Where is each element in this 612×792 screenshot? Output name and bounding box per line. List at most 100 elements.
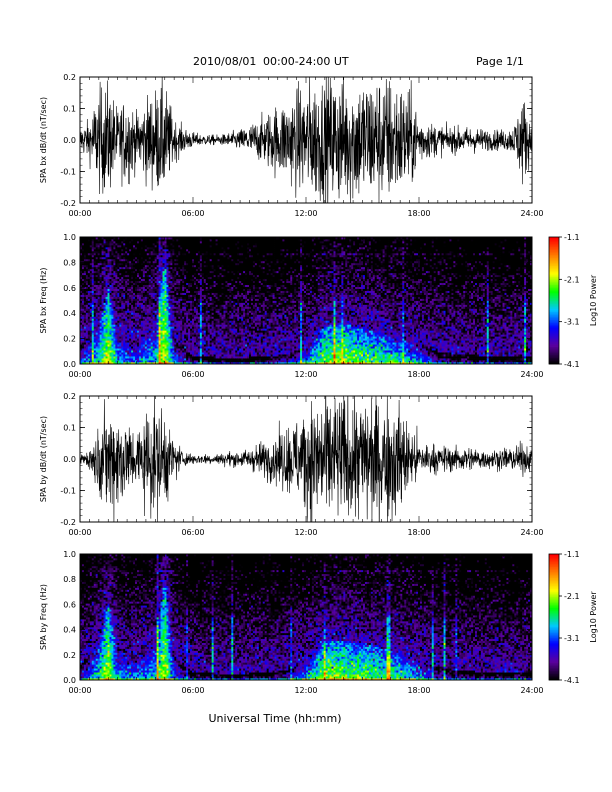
spectrogram-cell (97, 296, 101, 299)
spectrogram-cell (125, 306, 128, 309)
spectrogram-cell (105, 242, 108, 246)
spectrogram-cell (85, 282, 89, 286)
spectrogram-cell (125, 260, 128, 264)
spectrogram-cell (111, 360, 114, 363)
spectrogram-cell (140, 328, 144, 331)
spectrogram-cell (150, 316, 154, 319)
spectrogram-cell (83, 256, 87, 260)
spectrogram-cell (158, 266, 161, 270)
spectrogram-cell (121, 350, 124, 353)
spectrogram-cell (154, 300, 158, 303)
spectrogram-cell (140, 244, 144, 248)
spectrogram-cell (125, 354, 128, 357)
spectrogram-cell (142, 258, 146, 262)
spectrogram-cell (127, 352, 130, 355)
spectrogram-cell (144, 256, 148, 260)
spectrogram-cell (131, 300, 134, 303)
spectrogram-cell (129, 326, 132, 329)
spectrogram-cell (101, 318, 104, 321)
spectrogram-cell (80, 264, 83, 268)
spectrogram-cell (164, 330, 167, 333)
spectrogram-cell (127, 284, 130, 288)
spectrogram-cell (144, 290, 148, 293)
spectrogram-cell (138, 254, 142, 258)
spectrogram-cell (80, 348, 83, 351)
spectrogram-cell (136, 292, 140, 295)
spectrogram-cell (103, 302, 106, 305)
spectrogram-cell (121, 280, 124, 284)
spectrogram-cell (129, 276, 132, 280)
spectrogram-cell (127, 346, 130, 349)
spectrogram-cell (121, 272, 124, 276)
spectrogram-cell (99, 266, 103, 270)
spectrogram-cell (152, 306, 156, 309)
spectrogram-cell (131, 356, 134, 359)
spectrogram-cell (135, 278, 138, 282)
spectrogram-cell (142, 322, 146, 325)
spectrogram-cell (131, 322, 134, 325)
spectrogram-cell (101, 248, 104, 252)
spectrogram-cell (138, 286, 142, 289)
spectrogram-cell (121, 346, 124, 349)
spectrogram-cell (93, 320, 97, 323)
spectrogram-cell (160, 316, 163, 319)
spectrogram-cell (131, 350, 134, 353)
spectrogram-cell (133, 302, 136, 305)
spectrogram-cell (101, 302, 104, 305)
spectrogram-cell (152, 312, 156, 315)
spectrogram-cell (97, 350, 101, 353)
spectrogram-cell (156, 246, 160, 250)
spectrogram-cell (131, 346, 134, 349)
spectrogram-cell (83, 312, 87, 315)
spectrogram-cell (95, 300, 99, 303)
spectrogram-cell (121, 360, 124, 363)
spectrogram-cell (105, 324, 108, 327)
spectrogram-cell (91, 268, 95, 272)
spectrogram-cell (121, 278, 124, 282)
spectrogram-cell (113, 332, 116, 335)
spectrogram-cell (125, 238, 128, 242)
spectrogram-cell (103, 326, 106, 329)
spectrogram-cell (144, 268, 148, 272)
spectrogram-cell (136, 330, 140, 333)
spectrogram-cell (125, 258, 128, 262)
spectrogram-cell (123, 264, 126, 268)
spectrogram-cell (119, 246, 122, 250)
spectrogram-cell (164, 290, 167, 293)
spectrogram-cell (95, 238, 99, 242)
spectrogram-cell (85, 268, 89, 272)
spectrogram-cell (113, 237, 116, 240)
spectrogram-cell (136, 344, 140, 347)
spectrogram-cell (117, 362, 120, 365)
spectrogram-cell (121, 258, 124, 262)
spectrogram-cell (97, 334, 101, 337)
spectrogram-cell (125, 264, 128, 268)
spectrogram-cell (93, 298, 97, 301)
spectrogram-cell (131, 250, 134, 254)
spectrogram-cell (131, 328, 134, 331)
spectrogram-cell (129, 338, 132, 341)
spectrogram-cell (127, 306, 130, 309)
spectrogram-cell (111, 326, 114, 329)
spectrogram-cell (83, 310, 87, 313)
spectrogram-cell (81, 328, 85, 331)
spectrogram-cell (127, 326, 130, 329)
spectrogram-cell (115, 362, 118, 365)
spectrogram-cell (95, 298, 99, 301)
spectrogram-cell (162, 314, 165, 317)
spectrogram-cell (97, 302, 101, 305)
spectrogram-cell (105, 237, 108, 240)
spectrogram-cell (162, 340, 165, 343)
spectrogram-cell (115, 322, 118, 325)
spectrogram-cell (99, 294, 103, 297)
spectrogram-cell (87, 240, 91, 244)
spectrogram-cell (129, 262, 132, 266)
spectrogram-cell (138, 352, 142, 355)
spectrogram-cell (80, 270, 83, 274)
spectrogram-cell (156, 360, 160, 363)
spectrogram-cell (148, 312, 152, 315)
spectrogram-cell (117, 310, 120, 313)
spectrogram-cell (83, 248, 87, 252)
spectrogram-cell (85, 362, 89, 365)
